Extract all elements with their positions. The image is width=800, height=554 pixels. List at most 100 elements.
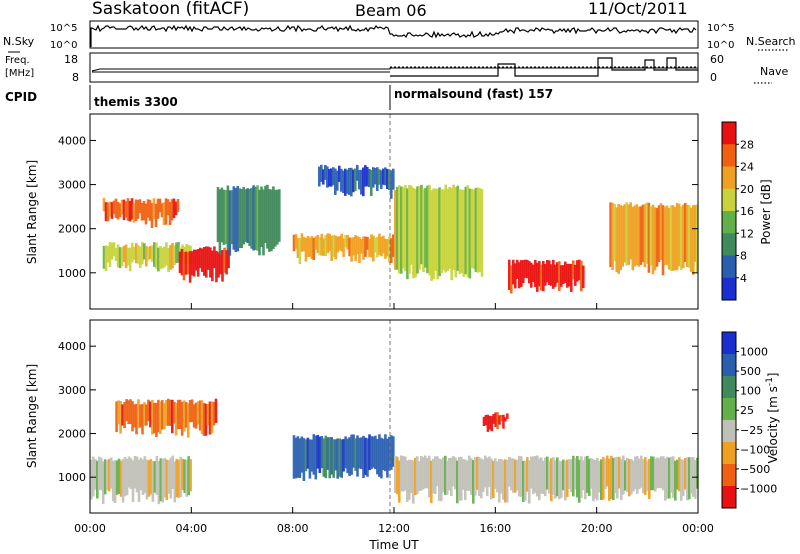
vel-yaxis-tick-label: 3000	[58, 384, 86, 397]
vel-plot-cell	[454, 457, 457, 490]
power-plot-cell	[338, 165, 341, 182]
power-plot-cell	[207, 246, 210, 270]
power-plot-cell	[370, 169, 373, 197]
vel-plot-cell	[372, 436, 375, 468]
vel-plot-cell	[189, 459, 192, 492]
vel-plot-cell	[306, 437, 310, 469]
power-plot-cell	[254, 186, 257, 251]
freq-trace	[91, 67, 698, 72]
power-plot-cell	[460, 189, 464, 273]
power-plot-cell	[669, 205, 673, 271]
vel-plot-cell	[382, 438, 385, 471]
power-plot-cell	[326, 233, 329, 254]
power-plot-cell	[360, 239, 363, 254]
cpid-label: CPID	[5, 90, 37, 104]
power-plot-cell	[116, 202, 120, 220]
power-plot-cell	[687, 205, 691, 268]
power-plot-cell	[414, 188, 417, 278]
vel-plot-cell	[412, 460, 415, 504]
vel-plot-cell	[516, 459, 519, 491]
nave-label: Nave	[760, 65, 788, 78]
vel-plot-cell	[298, 438, 302, 478]
vel-plot-cell	[654, 458, 657, 492]
vel-yaxis-tick-label: 1000	[58, 471, 86, 484]
power-plot-cell	[332, 234, 335, 257]
freq-tick-bottom: 8	[72, 71, 79, 84]
power-plot-cell	[222, 189, 226, 245]
power-plot-cell	[394, 190, 397, 270]
vel-plot-cell	[694, 460, 697, 499]
vel-plot-cell	[332, 439, 335, 478]
power-plot-cell	[320, 164, 323, 182]
vel-plot-cell	[178, 399, 182, 429]
power-plot-cell	[159, 246, 162, 270]
vel-plot-cell	[346, 438, 349, 474]
power-cbar-tick-label: 24	[740, 161, 754, 174]
vel-plot-cell	[404, 456, 407, 491]
xaxis-tick-label: 12:00	[378, 522, 410, 535]
vel-plot-cell	[171, 455, 175, 489]
power-plot-cell	[510, 265, 513, 294]
vel-plot-cell	[498, 415, 501, 425]
power-plot-cell	[534, 259, 537, 287]
power-ylabel: Slant Range [km]	[25, 160, 39, 264]
vel-plot-cell	[610, 455, 613, 499]
vel-plot-cell	[123, 402, 126, 429]
power-plot-cell	[126, 247, 130, 266]
vel-plot-cell	[147, 460, 151, 497]
vel-plot-cell	[169, 399, 172, 426]
power-plot-cell	[346, 169, 349, 194]
power-plot-cell	[211, 250, 214, 282]
power-plot-cell	[163, 246, 166, 268]
vel-plot-cell	[398, 460, 401, 503]
power-plot-cell	[232, 186, 236, 250]
vel-plot-cell	[165, 400, 168, 426]
vel-plot-cell	[504, 459, 507, 503]
vel-cbar-tick-label: 25	[740, 404, 754, 417]
power-plot-cell	[352, 237, 355, 256]
power-plot-cell	[677, 203, 681, 267]
vel-plot-cell	[608, 458, 611, 501]
vel-plot-cell	[180, 401, 184, 436]
power-cbar-swatch	[722, 122, 736, 145]
vel-cbar-swatch	[722, 420, 736, 443]
vel-plot-cell	[622, 455, 625, 495]
vel-plot-cell	[139, 404, 142, 428]
power-plot-cell	[138, 199, 142, 213]
power-plot-cell	[480, 188, 484, 277]
vel-plot-cell	[632, 460, 635, 492]
power-plot-cell	[338, 236, 341, 251]
power-plot-cell	[242, 186, 245, 245]
power-plot-cell	[122, 199, 126, 221]
freq-tick-top: 18	[64, 53, 78, 66]
vel-plot-cell	[546, 456, 549, 490]
vel-plot-cell	[478, 457, 481, 497]
vel-plot-cell	[304, 439, 308, 472]
vel-plot-cell	[318, 436, 322, 474]
vel-plot-cell	[174, 402, 178, 436]
vel-plot-cell	[143, 456, 147, 493]
vel-plot-cell	[420, 456, 423, 491]
power-plot-cell	[452, 184, 455, 270]
power-yaxis-tick-label: 3000	[58, 179, 86, 192]
power-plot-cell	[217, 252, 220, 278]
power-plot-cell	[226, 185, 230, 250]
vel-plot-cell	[340, 439, 343, 478]
power-plot-cell	[346, 235, 349, 250]
vel-plot-cell	[426, 458, 429, 489]
vel-plot-cell	[574, 457, 577, 490]
vel-plot-cell	[512, 458, 515, 493]
power-plot-cell	[364, 236, 367, 257]
vel-plot-cell	[672, 456, 675, 498]
vel-plot-cell	[474, 457, 477, 496]
vel-plot-cell	[396, 456, 399, 495]
vel-plot-cell	[135, 456, 139, 493]
power-plot-cell	[316, 235, 320, 254]
power-plot-cell	[194, 249, 198, 271]
vel-cbar-tick-label: 100	[740, 385, 761, 398]
vel-plot-cell	[416, 456, 419, 495]
power-plot-cell	[324, 235, 328, 257]
power-plot-cell	[643, 204, 647, 268]
vel-plot-cell	[438, 458, 441, 501]
vel-plot-cell	[458, 457, 461, 501]
